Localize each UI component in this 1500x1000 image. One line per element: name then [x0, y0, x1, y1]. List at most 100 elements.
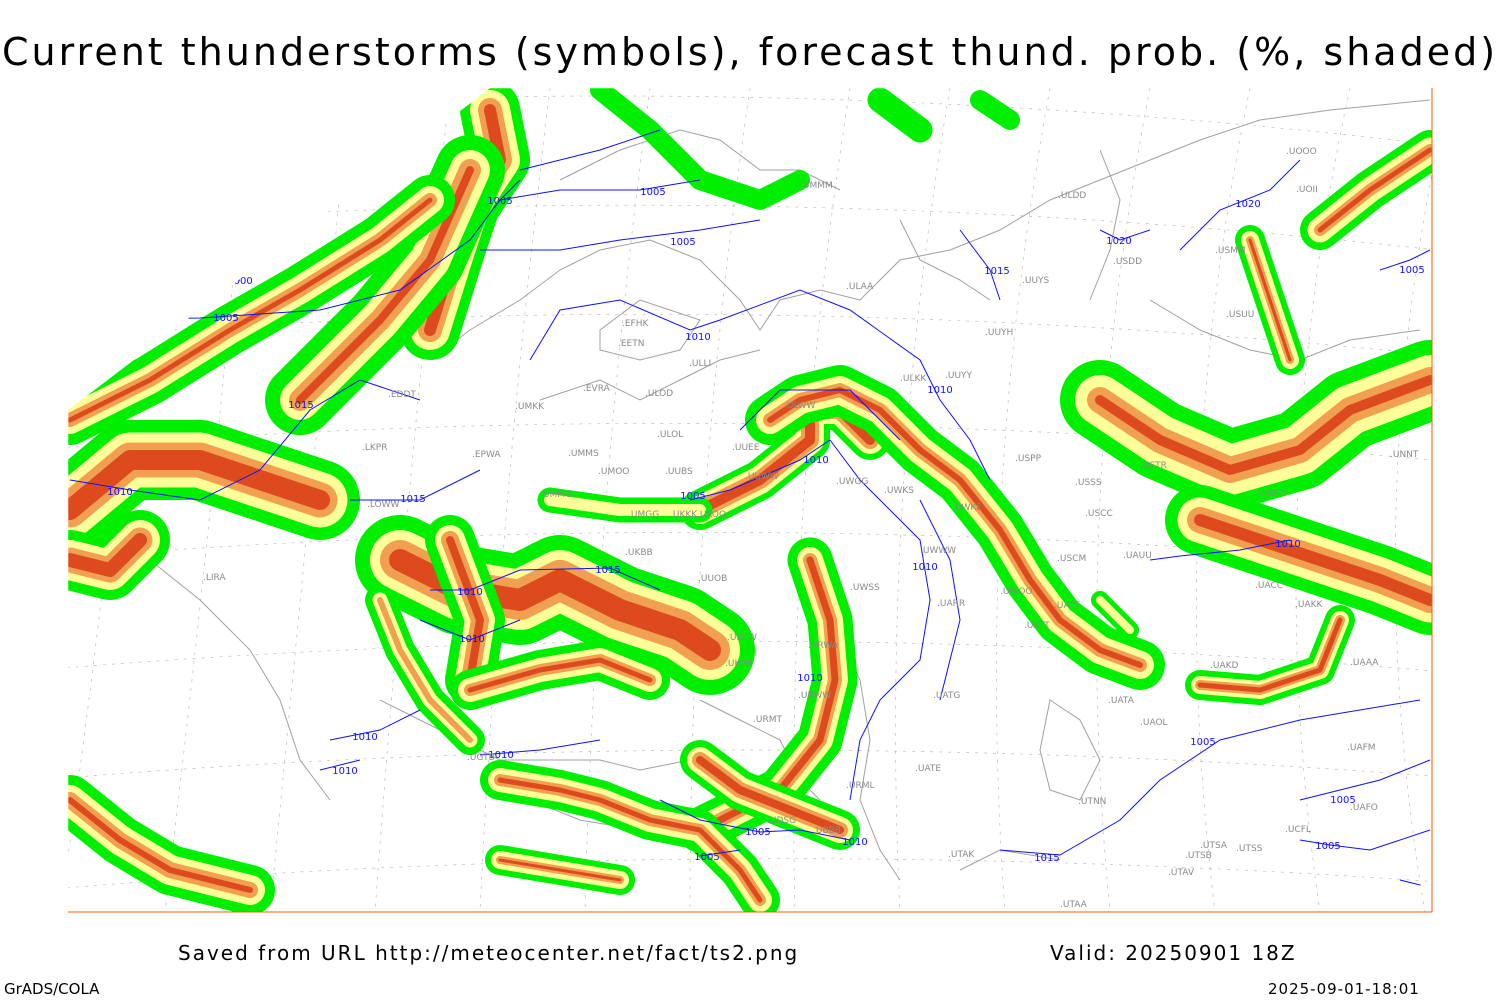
station-label: .EVRA: [583, 384, 611, 394]
station-label: .UKKK: [670, 510, 698, 520]
isobar-label: 1010: [459, 634, 484, 645]
prob-max-band: [1317, 147, 1432, 233]
station-label: .UDSG: [767, 816, 796, 826]
isobar-label: 1005: [487, 196, 512, 207]
station-label: .UUOB: [698, 574, 727, 584]
isobar-line: [350, 469, 481, 501]
station-label: .URML: [846, 781, 874, 791]
station-label: .UMOO: [598, 467, 629, 477]
station-label: .UACC: [1255, 581, 1283, 591]
prob-max-band: [68, 797, 253, 893]
station-label: .UAUU: [1123, 551, 1152, 561]
station-label: .UUEE: [732, 443, 760, 453]
station-label: .UMMS: [568, 449, 599, 459]
isobar-line: [430, 567, 661, 591]
coastline: [1089, 149, 1121, 301]
station-label: .UAKD: [1210, 661, 1239, 671]
source-url-caption: Saved from URL http://meteocenter.net/fa…: [178, 941, 800, 965]
prob-max-band: [467, 657, 653, 693]
station-label: .UAAA: [1350, 658, 1379, 668]
isobar-line: [689, 439, 831, 501]
station-labels: .EDDT .EPWA .LKPR .LOWW .LIRA .UMKK .UMMS .UMOO…: [203, 147, 1419, 910]
coastline: [599, 299, 701, 361]
isobar-label: 1015: [288, 400, 313, 411]
station-label: .ULOL: [657, 430, 683, 440]
station-label: .UMMG: [540, 490, 572, 500]
station-label: .UUWW: [745, 472, 779, 482]
station-label: .UTSS: [1236, 844, 1263, 854]
station-label: .UWGG: [836, 477, 868, 487]
station-label: .USUU: [1226, 310, 1254, 320]
prob-high-band: [377, 597, 473, 743]
station-label: .LIRA: [203, 573, 226, 583]
isobar-label: 1015: [400, 494, 425, 505]
isobar-line: [959, 229, 1001, 301]
prob-max-band: [446, 536, 484, 684]
station-label: .UWOO: [1000, 587, 1033, 597]
isobar-line: [479, 739, 601, 756]
meridian-line: [479, 88, 551, 912]
prob-low-band: [867, 88, 933, 143]
meridian-line: [895, 88, 951, 912]
station-label: .UBBB: [813, 826, 841, 836]
station-label: .LOWW: [367, 500, 400, 510]
meridian-line: [1295, 88, 1351, 912]
coastline: [1039, 699, 1101, 801]
thunderstorm-probability-shading: [68, 88, 1432, 912]
generation-timestamp: 2025-09-01-18:01: [1268, 980, 1420, 998]
isobar-label: 1005: [745, 827, 770, 838]
isobar-label: 1005: [680, 491, 705, 502]
station-label: .UUBS: [665, 467, 693, 477]
isobar-label: 1010: [797, 673, 822, 684]
coastlines-borders: [149, 99, 1431, 881]
station-label: .UATE: [915, 764, 941, 774]
prob-max-band: [68, 450, 330, 520]
station-label: .UUYH: [985, 328, 1013, 338]
station-label: .UMGG: [628, 510, 659, 520]
station-label: .UWSS: [850, 583, 880, 593]
station-label: .UNNT: [1390, 450, 1419, 460]
prob-low-band: [970, 90, 1020, 130]
station-label: .EDDT: [388, 390, 416, 400]
isobar-line: [480, 219, 761, 251]
station-label: .ULKK: [900, 374, 927, 384]
isobar-line: [1299, 829, 1431, 851]
isobar-label: 1010: [332, 766, 357, 777]
station-label: .EPWA: [472, 450, 501, 460]
isobar-label: 1020: [1235, 199, 1260, 210]
station-label: .UMMM: [800, 181, 833, 191]
station-label: .URMT: [753, 715, 782, 725]
station-label: .USMM: [1215, 246, 1246, 256]
prob-mid-band: [1096, 596, 1134, 634]
prob-max-band: [1095, 375, 1432, 475]
prob-max-band: [1194, 514, 1432, 606]
station-label: .ULWW: [784, 401, 816, 411]
isobar-line: [1149, 539, 1291, 561]
station-label: .UGTB: [467, 753, 495, 763]
station-label: .UATT: [1054, 601, 1080, 611]
prob-max-band: [68, 197, 433, 423]
station-label: .ULDD: [1058, 191, 1086, 201]
station-label: .UTAV: [1168, 868, 1195, 878]
station-label: .ULLI: [689, 359, 711, 369]
isobar-label: 1010: [107, 487, 132, 498]
station-label: .URWW: [798, 691, 831, 701]
isobar-label: 1005: [1399, 265, 1424, 276]
isobar-label: 1005: [1190, 737, 1215, 748]
isobar-line: [1399, 879, 1421, 886]
isobar-label: 1005: [694, 852, 719, 863]
isobar-line: [1379, 249, 1431, 271]
isobar-label: 1005: [670, 237, 695, 248]
coastline: [539, 349, 761, 401]
isobar-line: [699, 849, 741, 857]
isobar-label: 1010: [1275, 539, 1300, 550]
meridian-line: [793, 88, 851, 912]
station-label: .USPP: [1015, 454, 1042, 464]
station-label: .UTAK: [948, 850, 975, 860]
isobar-line: [69, 379, 421, 501]
meridian-line: [1394, 88, 1432, 912]
station-label: .UAOL: [1140, 718, 1168, 728]
station-label: .UUYS: [1022, 276, 1050, 286]
isobar-line: [739, 389, 901, 441]
